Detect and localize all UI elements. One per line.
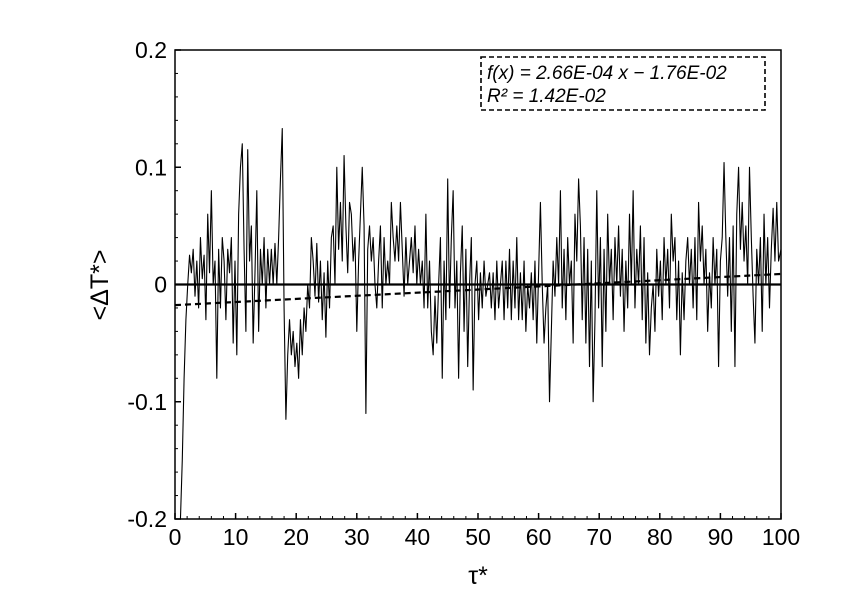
tick-labels: 0 10 20 30 40 50 60 70 80 90 100 -0.2 -0.1 0 0.1 0.2 (127, 37, 800, 550)
x-tick-label: 30 (344, 524, 370, 550)
x-tick-label: 10 (223, 524, 249, 550)
ticks (174, 49, 782, 520)
r-squared: R² = 1.42E-02 (487, 86, 606, 107)
x-tick-label: 0 (169, 524, 182, 550)
plot-marks (174, 128, 782, 520)
series-line-1 (179, 128, 782, 520)
y-tick-label: 0.1 (135, 154, 167, 180)
fit-annotation-box: f(x) = 2.66E-04 x − 1.76E-02 R² = 1.42E-… (480, 56, 766, 111)
fit-line (174, 272, 782, 307)
x-tick-label: 50 (465, 524, 491, 550)
y-tick-label: -0.2 (127, 506, 167, 532)
x-tick-label: 60 (526, 524, 552, 550)
x-tick-label: 20 (283, 524, 309, 550)
y-tick-label: 0.2 (135, 37, 167, 63)
y-axis-title: <ΔT*> (86, 250, 114, 321)
y-tick-label: 0 (154, 272, 167, 298)
annotation-frame (480, 56, 766, 111)
x-tick-label: 100 (762, 524, 800, 550)
x-tick-label: 70 (586, 524, 612, 550)
y-tick-label: -0.1 (127, 389, 167, 415)
x-tick-label: 40 (405, 524, 431, 550)
fit-equation: f(x) = 2.66E-04 x − 1.76E-02 (487, 63, 727, 84)
x-tick-label: 80 (647, 524, 673, 550)
x-axis-title: τ* (468, 562, 488, 590)
x-tick-label: 90 (708, 524, 734, 550)
